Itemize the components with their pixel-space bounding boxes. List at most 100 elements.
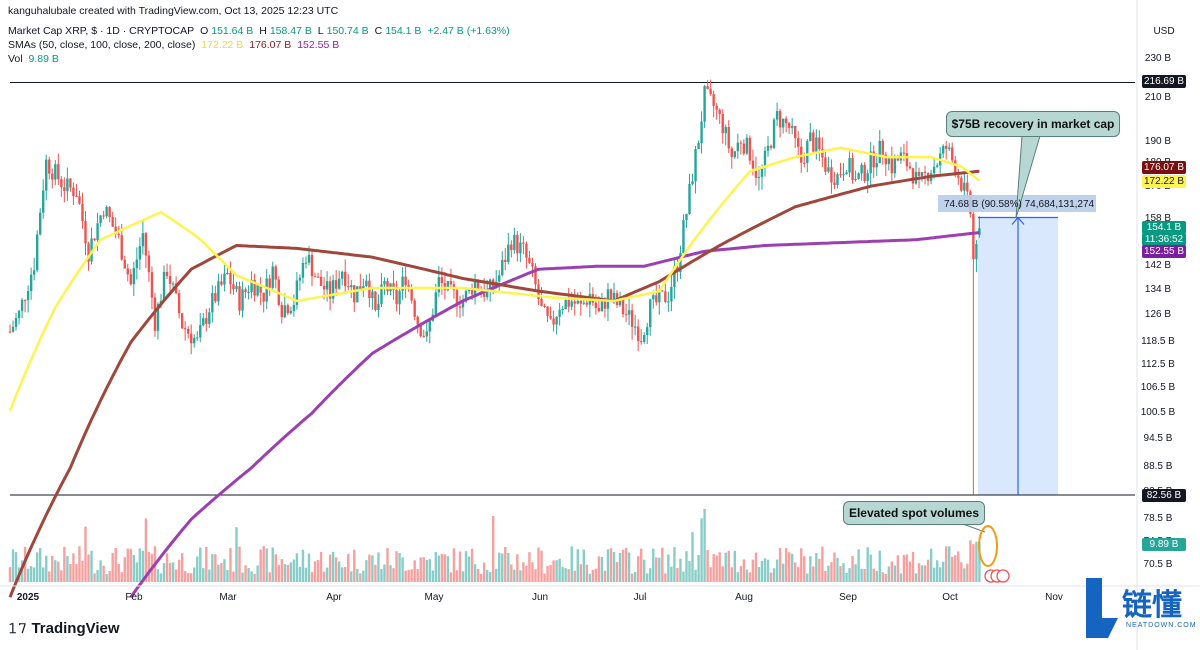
support-price-tag: 82.56 B: [1142, 489, 1186, 502]
volume-bar: [778, 547, 782, 582]
volume-bar: [295, 553, 299, 582]
candle-body: [658, 290, 661, 303]
candle-body: [66, 178, 69, 192]
volume-bar: [639, 548, 643, 582]
y-tick-label: 118.5 B: [1141, 336, 1175, 347]
candle-body: [954, 160, 957, 176]
volume-bar: [606, 549, 610, 582]
volume-bar: [594, 568, 598, 582]
volume-bar: [794, 562, 797, 582]
close-label: C: [374, 25, 383, 37]
candle-body: [42, 190, 45, 213]
candle-body: [609, 289, 613, 300]
candle-body: [567, 300, 570, 307]
volume-bar: [404, 570, 407, 582]
candle-body: [292, 304, 296, 311]
candle-body: [757, 176, 761, 178]
volume-bar: [926, 559, 930, 582]
candle-body: [908, 166, 912, 169]
volume-bar: [419, 557, 422, 582]
volume-bar: [455, 570, 459, 582]
volume-bar: [821, 546, 824, 582]
candle-body: [887, 158, 891, 165]
volume-bar: [84, 526, 87, 582]
symbol-name[interactable]: Market Cap XRP, $ · 1D · CRYPTOCAP: [8, 25, 195, 37]
candle-body: [531, 262, 534, 267]
volume-bar: [591, 569, 595, 582]
volume-bar: [271, 547, 274, 582]
volume-bar: [809, 556, 812, 582]
volume-bar: [893, 565, 897, 582]
volume-bar: [488, 572, 492, 582]
candle-body: [482, 290, 486, 298]
volume-bar: [730, 567, 733, 582]
tradingview-logo[interactable]: 𝟷𝟽 TradingView: [8, 620, 120, 637]
candle-body: [769, 145, 773, 148]
volume-bar: [54, 560, 57, 582]
candle-body: [724, 127, 727, 134]
candle-body: [298, 277, 302, 281]
candle-body: [935, 165, 939, 167]
low-label: L: [317, 25, 324, 37]
volume-bar: [923, 565, 927, 582]
candle-body: [552, 318, 555, 325]
x-tick-label: 2025: [17, 592, 40, 603]
volume-bar: [325, 567, 329, 582]
volume-bar: [582, 549, 585, 582]
volume-bar: [256, 565, 259, 582]
candle-body: [854, 178, 857, 181]
candle-body: [307, 254, 311, 263]
volume-bar: [824, 570, 827, 582]
candle-body: [636, 326, 640, 342]
candle-body: [564, 300, 567, 310]
volume-bar: [941, 561, 945, 582]
candle-body: [132, 268, 136, 285]
volume-bar: [555, 560, 558, 582]
legend-row-sma[interactable]: SMAs (50, close, 100, close, 200, close)…: [8, 39, 342, 51]
legend-row-volume[interactable]: Vol 9.89 B: [8, 53, 62, 65]
volume-bar: [854, 564, 857, 582]
volume-bar: [661, 547, 664, 582]
candle-body: [250, 279, 253, 292]
volume-bar: [872, 568, 875, 582]
candle-body: [836, 174, 839, 185]
tradingview-wordmark: TradingView: [31, 620, 120, 637]
volume-bar: [99, 560, 102, 582]
volume-bar: [371, 555, 374, 582]
volume-bar: [337, 561, 341, 582]
volume-bar: [11, 549, 15, 582]
volume-bar: [537, 547, 540, 582]
volume-bar: [32, 567, 36, 582]
volume-bar: [341, 567, 344, 582]
candle-body: [214, 293, 217, 302]
volume-bar: [621, 549, 625, 582]
candle-body: [268, 278, 271, 288]
candle-body: [325, 281, 329, 290]
candle-body: [766, 145, 770, 151]
y-tick-label: 70.5 B: [1144, 559, 1173, 570]
volume-bar: [105, 573, 108, 582]
candle-body: [220, 281, 223, 285]
volume-bar: [395, 551, 398, 582]
candle-body: [975, 243, 978, 260]
currency-label[interactable]: USD: [1153, 26, 1175, 37]
candle-body: [81, 203, 84, 222]
volume-bar: [183, 571, 187, 582]
candle-body: [905, 153, 909, 167]
candle-body: [896, 158, 900, 161]
last-price-tag: 154.1 B: [1142, 221, 1186, 234]
volume-bar: [485, 569, 489, 582]
candle-body: [881, 140, 884, 155]
candle-body: [147, 255, 151, 273]
candle-body: [32, 270, 36, 275]
candle-body: [114, 226, 117, 234]
volume-bar: [706, 550, 709, 582]
tv-mark-icon: 𝟷𝟽: [8, 620, 28, 637]
volume-bar: [232, 571, 235, 582]
volume-bar: [29, 566, 33, 582]
volume-bar: [552, 560, 555, 582]
candle-body: [721, 113, 724, 134]
volume-bar: [938, 567, 942, 582]
candle-body: [274, 266, 277, 280]
